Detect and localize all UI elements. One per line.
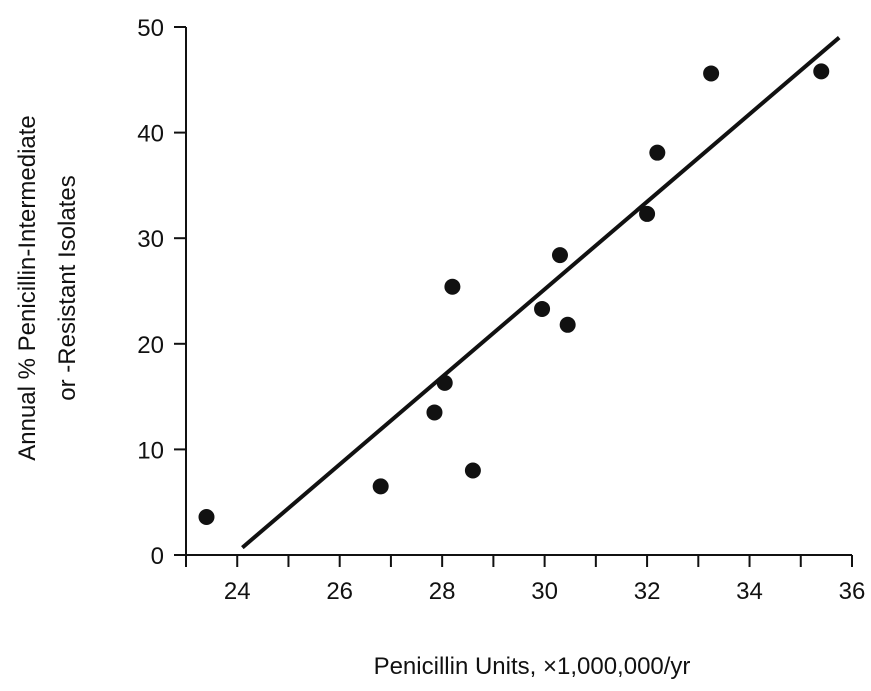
- x-tick-label: 36: [839, 578, 866, 605]
- data-point: [703, 65, 720, 82]
- y-axis-label-line-1: Annual % Penicillin-Intermediate: [14, 115, 41, 461]
- x-tick-label: 28: [429, 578, 456, 605]
- data-point: [639, 205, 656, 222]
- data-point: [436, 374, 453, 391]
- x-axis-label: Penicillin Units, ×1,000,000/yr: [374, 653, 691, 680]
- axes: [185, 27, 852, 556]
- data-point: [464, 462, 481, 479]
- x-ticks: 24 26 28 30 32 34 36: [185, 555, 866, 605]
- y-tick-label: 50: [137, 15, 164, 42]
- data-point: [813, 63, 830, 80]
- data-point: [559, 316, 576, 333]
- data-point: [551, 247, 568, 264]
- y-tick-label: 40: [137, 121, 164, 148]
- data-point: [444, 278, 461, 295]
- x-tick-label: 24: [224, 578, 251, 605]
- trend-layer: [241, 36, 841, 550]
- data-point: [426, 404, 443, 421]
- x-tick-label: 30: [531, 578, 558, 605]
- y-tick-label: 20: [137, 332, 164, 359]
- x-tick-label: 26: [326, 578, 353, 605]
- data-point: [534, 300, 551, 317]
- trend-line: [241, 36, 841, 550]
- y-ticks: 0 10 20 30 40 50: [137, 15, 186, 570]
- data-point: [372, 478, 389, 495]
- y-tick-label: 0: [151, 543, 164, 570]
- points-layer: [198, 63, 830, 525]
- data-point: [198, 508, 215, 525]
- y-axis-label-line-2: or -Resistant Isolates: [54, 175, 81, 400]
- x-tick-label: 32: [634, 578, 661, 605]
- y-axis-label: Annual % Penicillin-Intermediate or -Res…: [14, 115, 81, 461]
- y-tick-label: 30: [137, 226, 164, 253]
- y-tick-label: 10: [137, 437, 164, 464]
- x-tick-label: 34: [736, 578, 763, 605]
- data-point: [649, 144, 666, 161]
